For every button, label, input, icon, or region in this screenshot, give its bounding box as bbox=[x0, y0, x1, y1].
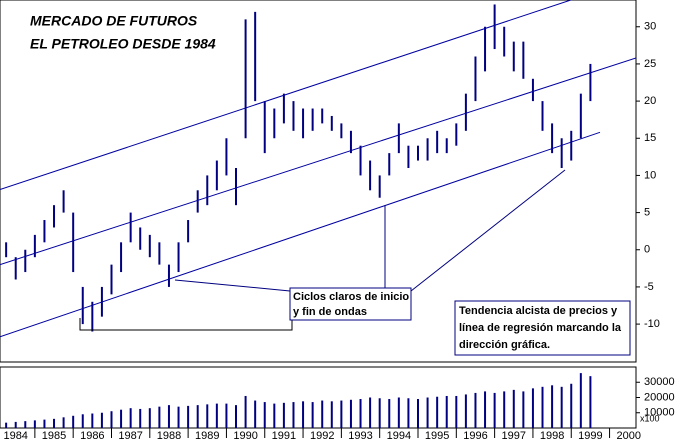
x-tick-label: 1999 bbox=[578, 430, 602, 442]
x-tick-label: 2000 bbox=[616, 430, 640, 442]
x-tick-label: 1984 bbox=[3, 430, 27, 442]
x-tick-label: 1992 bbox=[310, 430, 334, 442]
y-tick-label: 0 bbox=[644, 244, 650, 256]
x-tick-label: 1997 bbox=[502, 430, 526, 442]
trend-line bbox=[0, 0, 572, 191]
x-tick-label: 1991 bbox=[272, 430, 296, 442]
y-tick-label: -10 bbox=[644, 318, 660, 330]
chart-title: EL PETROLEO DESDE 1984 bbox=[30, 36, 216, 52]
x-tick-label: 1986 bbox=[80, 430, 104, 442]
note-text: Ciclos claros de inicio bbox=[293, 291, 409, 303]
y-tick-label: 10 bbox=[644, 169, 656, 181]
x-tick-label: 1995 bbox=[425, 430, 449, 442]
note-text: línea de regresión marcando la bbox=[459, 322, 622, 334]
x-tick-label: 1996 bbox=[463, 430, 487, 442]
y-tick-label: 25 bbox=[644, 58, 656, 70]
y-tick-label: 15 bbox=[644, 132, 656, 144]
y-tick-label: 5 bbox=[644, 206, 650, 218]
x-tick-label: 1989 bbox=[195, 430, 219, 442]
bracket bbox=[79, 318, 293, 331]
note-box bbox=[289, 287, 412, 321]
note-box bbox=[454, 300, 631, 356]
chart-title: MERCADO DE FUTUROS bbox=[30, 13, 198, 29]
volume-panel bbox=[0, 366, 637, 429]
note-text: y fin de ondas bbox=[293, 306, 367, 318]
x-tick-label: 1994 bbox=[387, 430, 411, 442]
annotations: Ciclos claros de inicio y fin de ondas T… bbox=[79, 169, 631, 356]
connector bbox=[174, 279, 291, 292]
y-tick-label: 30 bbox=[644, 21, 656, 33]
note-text: Tendencia alcista de precios y bbox=[459, 305, 618, 317]
y-tick-label: 30000 bbox=[644, 376, 675, 388]
y-tick-label: 20 bbox=[644, 95, 656, 107]
trend-line bbox=[0, 131, 601, 338]
x-tick-label: 1993 bbox=[348, 430, 372, 442]
x-tick-label: 1985 bbox=[42, 430, 66, 442]
x-tick-label: 1987 bbox=[118, 430, 142, 442]
note-text: dirección gráfica. bbox=[459, 339, 550, 351]
connector bbox=[410, 169, 566, 292]
x-tick-label: 1990 bbox=[233, 430, 257, 442]
y-tick-label: 10000 bbox=[644, 407, 675, 419]
y-tick-label: -5 bbox=[644, 281, 654, 293]
y-tick-label: 20000 bbox=[644, 391, 675, 403]
unit-label: x100 bbox=[640, 413, 660, 423]
trend-line bbox=[0, 57, 637, 266]
x-tick-label: 1988 bbox=[157, 430, 181, 442]
x-tick-label: 1998 bbox=[540, 430, 564, 442]
